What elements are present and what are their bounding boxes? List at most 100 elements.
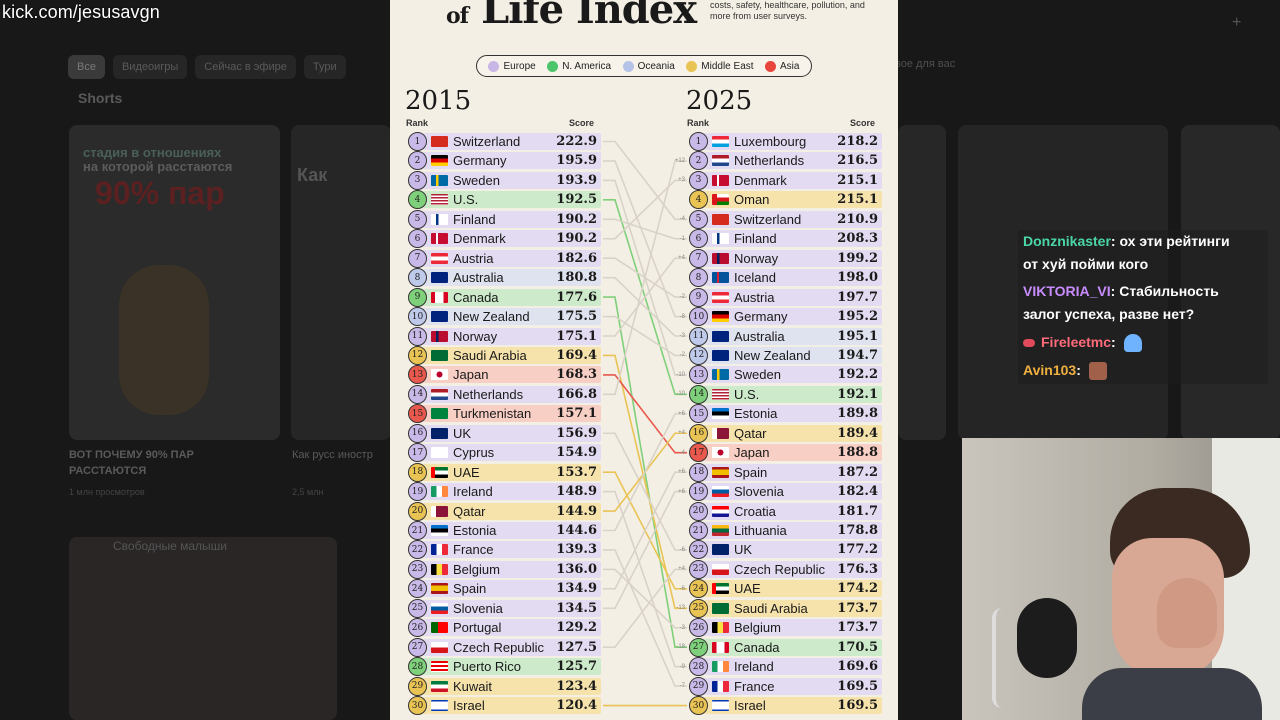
country-name: Canada [734, 639, 780, 655]
rank-change-label: +6 [678, 469, 685, 476]
shorts-card-2[interactable]: Как [291, 125, 391, 440]
rank-change-label: -10 [676, 371, 685, 378]
mic-arm [992, 608, 1026, 708]
row-bar [703, 522, 882, 539]
row-bar [703, 502, 882, 520]
at-flag-icon [712, 291, 729, 303]
ie-flag-icon [712, 661, 729, 673]
person-hand [1157, 578, 1217, 648]
rank-badge: 10 [408, 307, 427, 327]
ie-flag-icon [431, 486, 448, 498]
country-score: 125.7 [556, 659, 597, 675]
legend-item: Asia [765, 60, 799, 72]
country-name: Puerto Rico [453, 659, 521, 675]
ranking-row: 8 Australia 180.8 [408, 268, 601, 288]
tm-flag-icon [431, 408, 448, 420]
card1-views: 1 млн просмотров [69, 487, 145, 497]
rank-badge: 27 [689, 637, 708, 657]
shorts-card-1[interactable]: стадия в отношениях на которой расстаютс… [69, 125, 280, 440]
ranking-row: 30 Israel 169.5 [689, 696, 882, 716]
sa-flag-icon [431, 349, 448, 361]
ee-flag-icon [431, 525, 448, 536]
country-score: 189.8 [837, 406, 878, 422]
ranking-row: 26 Belgium 173.7 -3 [680, 618, 882, 638]
row-bar [422, 327, 601, 345]
rank-change-line [603, 140, 687, 221]
microphone [1017, 598, 1077, 678]
create-icon[interactable]: + [1232, 14, 1242, 31]
rank-change-label: +4 [678, 430, 685, 437]
rank-badge: 17 [689, 443, 708, 463]
ranking-row: 19 Ireland 148.9 [408, 482, 601, 502]
bg-tab-all[interactable]: Все [68, 55, 105, 79]
bg-tab-games[interactable]: Видеоигры [112, 55, 188, 79]
country-name: Ireland [734, 659, 774, 675]
cz-flag-icon [431, 641, 448, 653]
chat-text: : Стабильность [1110, 283, 1219, 299]
rank-badge: 29 [408, 676, 427, 696]
cy-flag-icon [431, 447, 448, 459]
chat-message-4: Avin103: [1023, 359, 1107, 382]
stream-url: kick.com/jesusavgn [2, 2, 160, 22]
rank-badge: 28 [408, 657, 427, 677]
country-score: 148.9 [556, 484, 597, 500]
country-name: New Zealand [734, 347, 811, 363]
rank-badge: 10 [689, 307, 708, 327]
bg-tab-travel[interactable]: Тури [303, 55, 346, 79]
shorts-card-right-1[interactable] [898, 125, 946, 440]
country-name: Turkmenistan [453, 406, 532, 422]
country-score: 153.7 [556, 464, 597, 480]
rank-badge: 14 [408, 384, 427, 404]
de-flag-icon [712, 311, 729, 323]
rank-badge: 16 [408, 423, 427, 443]
ae-flag-icon [712, 583, 729, 595]
card2-views: 2,5 млн [292, 487, 324, 497]
country-name: Austria [734, 289, 775, 305]
es-flag-icon [431, 583, 448, 595]
ranking-row: 3 Denmark 215.1 +3 [678, 170, 882, 190]
country-name: Austria [453, 250, 494, 266]
title-of: of [446, 3, 469, 29]
rank-change-line [603, 179, 687, 240]
country-name: Japan [453, 367, 489, 383]
row-bar [703, 424, 882, 442]
row-bar [703, 638, 882, 656]
kw-flag-icon [431, 680, 448, 692]
row-bar [703, 697, 882, 715]
rank-change-label: -6 [679, 585, 685, 592]
badge-icon [1023, 339, 1035, 348]
rank-change-line [603, 432, 687, 551]
country-score: 144.6 [556, 523, 597, 538]
ranking-row: 13 Sweden 192.2 -10 [676, 365, 882, 385]
hr-flag-icon [712, 505, 729, 517]
rank-change-line [603, 568, 687, 648]
rank-badge: 22 [689, 540, 708, 560]
country-name: UAE [734, 581, 761, 597]
row-bar [422, 424, 601, 442]
bg-tab-for-you[interactable]: вое для вас [895, 58, 956, 70]
card1-caption[interactable]: ВОТ ПОЧЕМУ 90% ПАР РАССТАЮТСЯ [69, 449, 194, 477]
rank-change-line [603, 218, 687, 240]
country-name: UAE [453, 464, 480, 480]
legend-item: Middle East [686, 60, 754, 72]
chat-text: от хуй пойми кого [1023, 256, 1149, 272]
lu-flag-icon [712, 136, 729, 147]
rank-badge: 17 [408, 443, 427, 463]
ranking-row: 2 Germany 195.9 [408, 151, 601, 171]
video-card-bottom[interactable]: Свободные малыши [69, 537, 337, 720]
row-bar [703, 230, 882, 248]
ranking-row: 27 Czech Republic 127.5 [408, 637, 601, 657]
chat-text: : [1076, 362, 1081, 378]
card2-caption[interactable]: Как русс иностр [292, 449, 373, 461]
ranking-row: 20 Qatar 144.9 [408, 501, 601, 521]
ranking-row: 3 Sweden 193.9 [408, 170, 601, 190]
country-score: 139.3 [556, 542, 597, 558]
rank-badge: 29 [689, 676, 708, 696]
bg-tab-live[interactable]: Сейчас в эфире [195, 55, 296, 79]
rank-badge: 16 [689, 423, 708, 443]
row-bar [703, 346, 882, 364]
rank-change-line [603, 568, 687, 629]
fi-flag-icon [712, 233, 729, 245]
pr-flag-icon [431, 661, 448, 673]
row-bar [703, 483, 882, 501]
